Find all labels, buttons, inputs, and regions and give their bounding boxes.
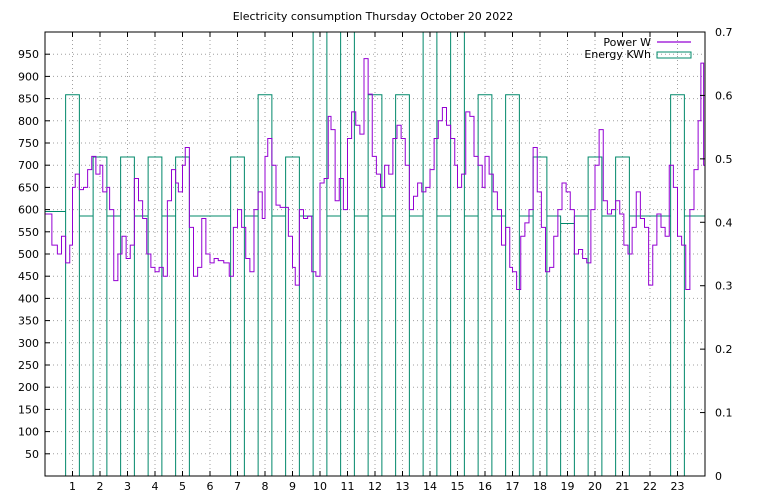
y-left-tick-label: 300 [18,337,39,350]
y-left-tick-label: 350 [18,315,39,328]
x-tick-label: 13 [396,480,410,493]
y-right-tick-label: 0.2 [715,343,733,356]
x-tick-label: 19 [561,480,575,493]
y-left-tick-label: 250 [18,359,39,372]
y-left-tick-labels: 50 100 150 200 250 300 350 400 450 500 550 600 650 70… [18,48,39,461]
y-left-tick-label: 50 [25,448,39,461]
x-tick-label: 3 [124,480,131,493]
x-tick-label: 21 [616,480,630,493]
y-left-tick-label: 900 [18,70,39,83]
x-tick-label: 2 [97,480,104,493]
y-left-tick-label: 800 [18,115,39,128]
x-tick-label: 20 [588,480,602,493]
legend-energy-swatch [656,51,692,59]
x-tick-label: 17 [506,480,520,493]
x-tick-label: 9 [289,480,296,493]
x-tick-label: 16 [478,480,492,493]
legend-energy-label: Energy KWh [584,48,651,61]
y-left-tick-label: 950 [18,48,39,61]
x-tick-label: 4 [152,480,159,493]
y-left-tick-label: 700 [18,159,39,172]
y-right-tick-label: 0.6 [715,89,733,102]
y-right-tick-label: 0.4 [715,216,733,229]
x-tick-labels: 1 2 3 4 5 6 7 8 9 10 11 12 13 14 15 16 17 18 19 20 21 22 23 [69,480,685,493]
x-tick-label: 7 [234,480,241,493]
x-tick-label: 5 [179,480,186,493]
legend-power-label: Power W [603,36,651,49]
y-left-tick-label: 600 [18,204,39,217]
x-tick-label: 6 [207,480,214,493]
y-left-tick-label: 100 [18,426,39,439]
x-tick-label: 1 [69,480,76,493]
x-tick-label: 14 [423,480,437,493]
y-left-tick-label: 850 [18,93,39,106]
y-right-tick-labels: 0 0.1 0.2 0.3 0.4 0.5 0.6 0.7 [715,26,733,483]
y-right-tick-label: 0 [715,470,722,483]
y-left-tick-label: 150 [18,403,39,416]
y-left-tick-label: 200 [18,381,39,394]
y-left-tick-label: 550 [18,226,39,239]
chart-title: Electricity consumption Thursday October… [233,10,514,23]
axis-ticks [45,31,705,477]
y-right-tick-label: 0.3 [715,280,733,293]
y-left-tick-label: 500 [18,248,39,261]
y-left-tick-label: 450 [18,270,39,283]
x-tick-label: 15 [451,480,465,493]
y-right-tick-label: 0.5 [715,153,733,166]
y-right-tick-label: 0.7 [715,26,733,39]
legend: Power W Energy KWh [584,36,692,61]
y-left-tick-label: 650 [18,181,39,194]
y-right-tick-label: 0.1 [715,407,733,420]
x-tick-label: 8 [262,480,269,493]
x-tick-label: 23 [671,480,685,493]
power-series [45,58,705,291]
x-tick-label: 18 [533,480,547,493]
y-left-tick-label: 400 [18,292,39,305]
power-line-path [45,58,705,291]
y-left-tick-label: 750 [18,137,39,150]
x-tick-label: 11 [341,480,355,493]
x-tick-label: 10 [313,480,327,493]
x-tick-label: 12 [368,480,382,493]
x-tick-label: 22 [643,480,657,493]
